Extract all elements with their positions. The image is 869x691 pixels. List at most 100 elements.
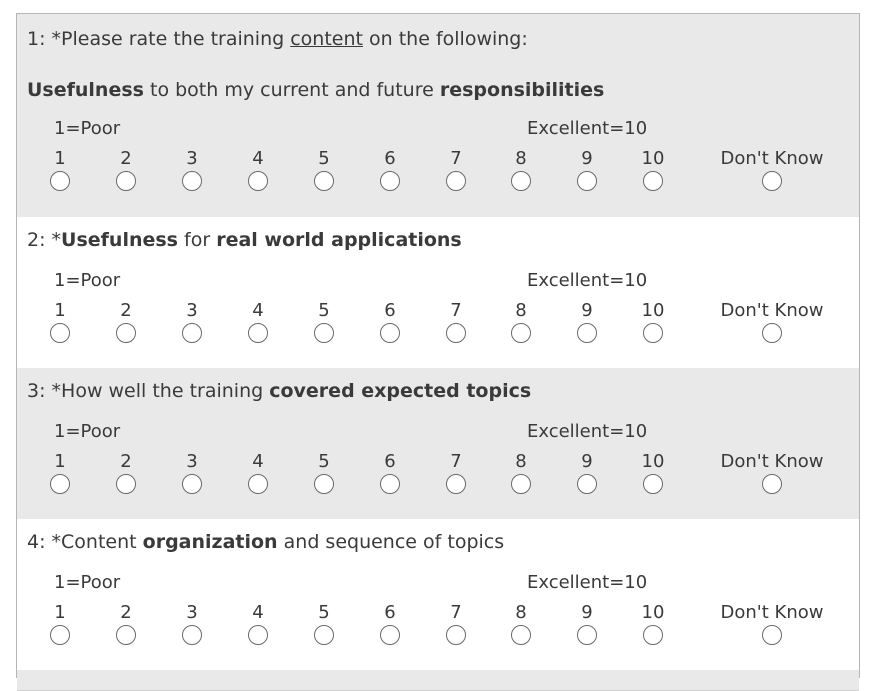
- radio-option-10[interactable]: [643, 474, 663, 494]
- radio-option-5[interactable]: [314, 323, 334, 343]
- scale-low-label: 1=Poor: [54, 421, 121, 442]
- option-label: 3: [186, 451, 198, 472]
- radio-option-8[interactable]: [511, 625, 531, 645]
- radio-option-10[interactable]: [643, 323, 663, 343]
- option-label: 9: [581, 300, 593, 321]
- dont-know-label: Don't Know: [720, 451, 824, 472]
- option-label: 1: [54, 602, 66, 623]
- radio-option-7[interactable]: [446, 625, 466, 645]
- question-3: 3: *How well the training covered expect…: [17, 368, 859, 520]
- question-title: 1: *Please rate the training content on …: [27, 27, 528, 51]
- option-label: 4: [252, 602, 264, 623]
- radio-option-dont-know[interactable]: [762, 171, 782, 191]
- radio-option-4[interactable]: [248, 323, 268, 343]
- radio-option-5[interactable]: [314, 474, 334, 494]
- option-label: 2: [120, 300, 132, 321]
- radio-option-dont-know[interactable]: [762, 474, 782, 494]
- text: for: [178, 229, 217, 251]
- radio-option-dont-know[interactable]: [762, 625, 782, 645]
- bold-text: Usefulness: [61, 229, 178, 251]
- radio-option-3[interactable]: [182, 323, 202, 343]
- radio-option-1[interactable]: [50, 474, 70, 494]
- text: and sequence of topics: [277, 531, 505, 553]
- radio-option-6[interactable]: [380, 474, 400, 494]
- radio-option-8[interactable]: [511, 323, 531, 343]
- bold-text: Usefulness: [27, 79, 144, 101]
- radio-option-4[interactable]: [248, 474, 268, 494]
- question-title: 2: *Usefulness for real world applicatio…: [27, 228, 462, 252]
- scale-low-label: 1=Poor: [54, 270, 121, 291]
- dont-know-label: Don't Know: [720, 300, 824, 321]
- radio-option-5[interactable]: [314, 171, 334, 191]
- option-label: 4: [252, 300, 264, 321]
- option-label: 3: [186, 602, 198, 623]
- option-label: 3: [186, 148, 198, 169]
- radio-option-9[interactable]: [577, 625, 597, 645]
- radio-option-9[interactable]: [577, 171, 597, 191]
- radio-option-3[interactable]: [182, 171, 202, 191]
- radio-option-2[interactable]: [116, 171, 136, 191]
- text: on the following:: [362, 28, 528, 50]
- option-label: 9: [581, 602, 593, 623]
- radio-option-7[interactable]: [446, 474, 466, 494]
- question-1: 1: *Please rate the training content on …: [17, 14, 859, 218]
- option-label: 9: [581, 148, 593, 169]
- bold-text: covered expected topics: [269, 380, 532, 402]
- text: 2: *: [27, 229, 62, 251]
- radio-option-10[interactable]: [643, 625, 663, 645]
- radio-option-8[interactable]: [511, 171, 531, 191]
- radio-option-1[interactable]: [50, 171, 70, 191]
- radio-option-3[interactable]: [182, 474, 202, 494]
- option-label: 5: [318, 602, 330, 623]
- option-label: 8: [515, 602, 527, 623]
- option-label: 1: [54, 451, 66, 472]
- survey-form: 1: *Please rate the training content on …: [16, 13, 860, 691]
- option-label: 4: [252, 451, 264, 472]
- option-label: 1: [54, 300, 66, 321]
- option-label: 3: [186, 300, 198, 321]
- radio-option-3[interactable]: [182, 625, 202, 645]
- option-label: 10: [641, 602, 665, 623]
- radio-option-6[interactable]: [380, 625, 400, 645]
- radio-option-1[interactable]: [50, 323, 70, 343]
- radio-option-2[interactable]: [116, 323, 136, 343]
- radio-option-2[interactable]: [116, 625, 136, 645]
- radio-option-4[interactable]: [248, 625, 268, 645]
- option-label: 7: [450, 602, 462, 623]
- underlined-text: content: [290, 28, 363, 50]
- radio-option-7[interactable]: [446, 171, 466, 191]
- radio-option-7[interactable]: [446, 323, 466, 343]
- radio-option-dont-know[interactable]: [762, 323, 782, 343]
- radio-option-4[interactable]: [248, 171, 268, 191]
- option-label: 8: [515, 148, 527, 169]
- option-label: 7: [450, 148, 462, 169]
- option-label: 2: [120, 148, 132, 169]
- bold-text: real world applications: [216, 229, 462, 251]
- option-label: 5: [318, 148, 330, 169]
- radio-option-6[interactable]: [380, 171, 400, 191]
- radio-option-6[interactable]: [380, 323, 400, 343]
- option-label: 10: [641, 300, 665, 321]
- radio-option-9[interactable]: [577, 474, 597, 494]
- radio-option-2[interactable]: [116, 474, 136, 494]
- radio-option-8[interactable]: [511, 474, 531, 494]
- option-label: 6: [384, 148, 396, 169]
- scale-high-label: Excellent=10: [527, 421, 648, 442]
- option-label: 8: [515, 451, 527, 472]
- option-label: 7: [450, 300, 462, 321]
- option-label: 10: [641, 451, 665, 472]
- radio-option-5[interactable]: [314, 625, 334, 645]
- option-label: 5: [318, 300, 330, 321]
- bold-text: responsibilities: [439, 79, 605, 101]
- question-2: 2: *Usefulness for real world applicatio…: [17, 217, 859, 369]
- scale-high-label: Excellent=10: [527, 270, 648, 291]
- radio-option-9[interactable]: [577, 323, 597, 343]
- radio-option-10[interactable]: [643, 171, 663, 191]
- option-label: 2: [120, 451, 132, 472]
- radio-option-1[interactable]: [50, 625, 70, 645]
- scale-high-label: Excellent=10: [527, 118, 648, 139]
- option-label: 1: [54, 148, 66, 169]
- option-label: 5: [318, 451, 330, 472]
- option-label: 9: [581, 451, 593, 472]
- question-subtitle: Usefulness to both my current and future…: [27, 78, 604, 102]
